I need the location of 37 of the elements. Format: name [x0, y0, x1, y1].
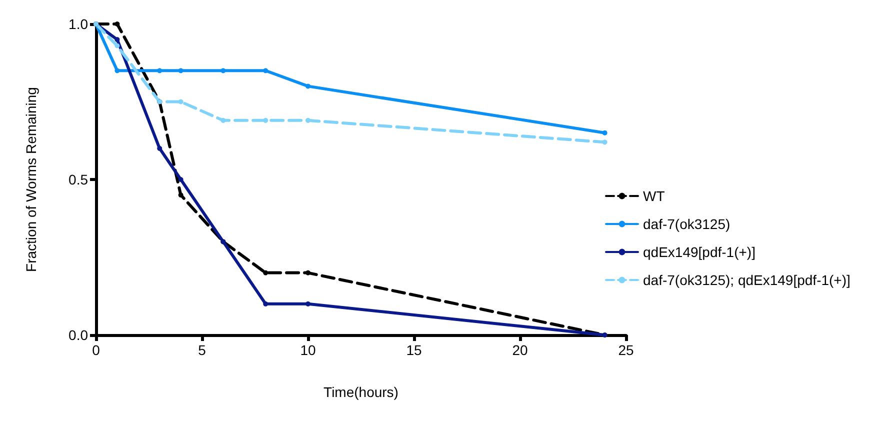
- point: [114, 68, 120, 74]
- point: [263, 301, 268, 306]
- point: [306, 301, 310, 306]
- point: [157, 68, 162, 74]
- x-tick-label: 15: [406, 342, 422, 358]
- point: [306, 118, 310, 123]
- y-tick-label: 0.0: [68, 327, 88, 343]
- point: [114, 43, 120, 48]
- legend-label: WT: [643, 188, 666, 204]
- y-axis-title: Fraction of Worms Remaining: [23, 87, 39, 272]
- point: [178, 68, 184, 74]
- point: [602, 130, 608, 136]
- point: [263, 68, 268, 74]
- x-tick-label: 25: [618, 342, 634, 358]
- point: [602, 140, 608, 145]
- point: [220, 68, 226, 74]
- legend-label: qdEx149[pdf-1(+)]: [643, 244, 756, 260]
- point: [220, 118, 226, 123]
- point: [306, 84, 310, 89]
- x-axis-title: Time(hours): [324, 384, 398, 400]
- point: [157, 146, 162, 151]
- legend-label: daf-7(ok3125); qdEx149[pdf-1(+)]: [643, 272, 850, 288]
- y-tick-label: 1.0: [68, 16, 88, 32]
- point: [263, 118, 268, 123]
- point: [178, 177, 184, 182]
- point: [114, 37, 120, 42]
- legend-label: daf-7(ok3125): [643, 216, 730, 232]
- point: [114, 22, 120, 26]
- point: [178, 192, 184, 198]
- x-tick-label: 5: [198, 342, 206, 358]
- x-tick-label: 10: [300, 342, 316, 358]
- point: [263, 270, 268, 276]
- y-tick-label: 0.5: [68, 172, 88, 188]
- x-tick-label: 0: [92, 342, 100, 358]
- x-tick-label: 20: [512, 342, 528, 358]
- point: [306, 270, 310, 276]
- point: [178, 99, 184, 104]
